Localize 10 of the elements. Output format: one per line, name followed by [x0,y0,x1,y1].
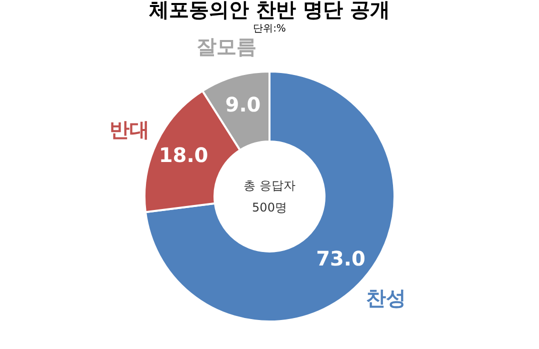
data-label: 9.0 [225,92,261,116]
text: 500명 [252,200,287,214]
text: 총 응답자 [244,178,296,192]
data-label: 73.0 [316,246,366,270]
chart-subtitle: 단위:% [253,24,286,35]
data-label: 18.0 [158,143,208,168]
slice-label: 잘모름 [196,34,256,59]
chart-title: 체포동의안 찬반 명단 공개 [148,0,390,22]
slice-label: 반대 [109,118,150,142]
slice-label: 찬성 [366,286,406,310]
